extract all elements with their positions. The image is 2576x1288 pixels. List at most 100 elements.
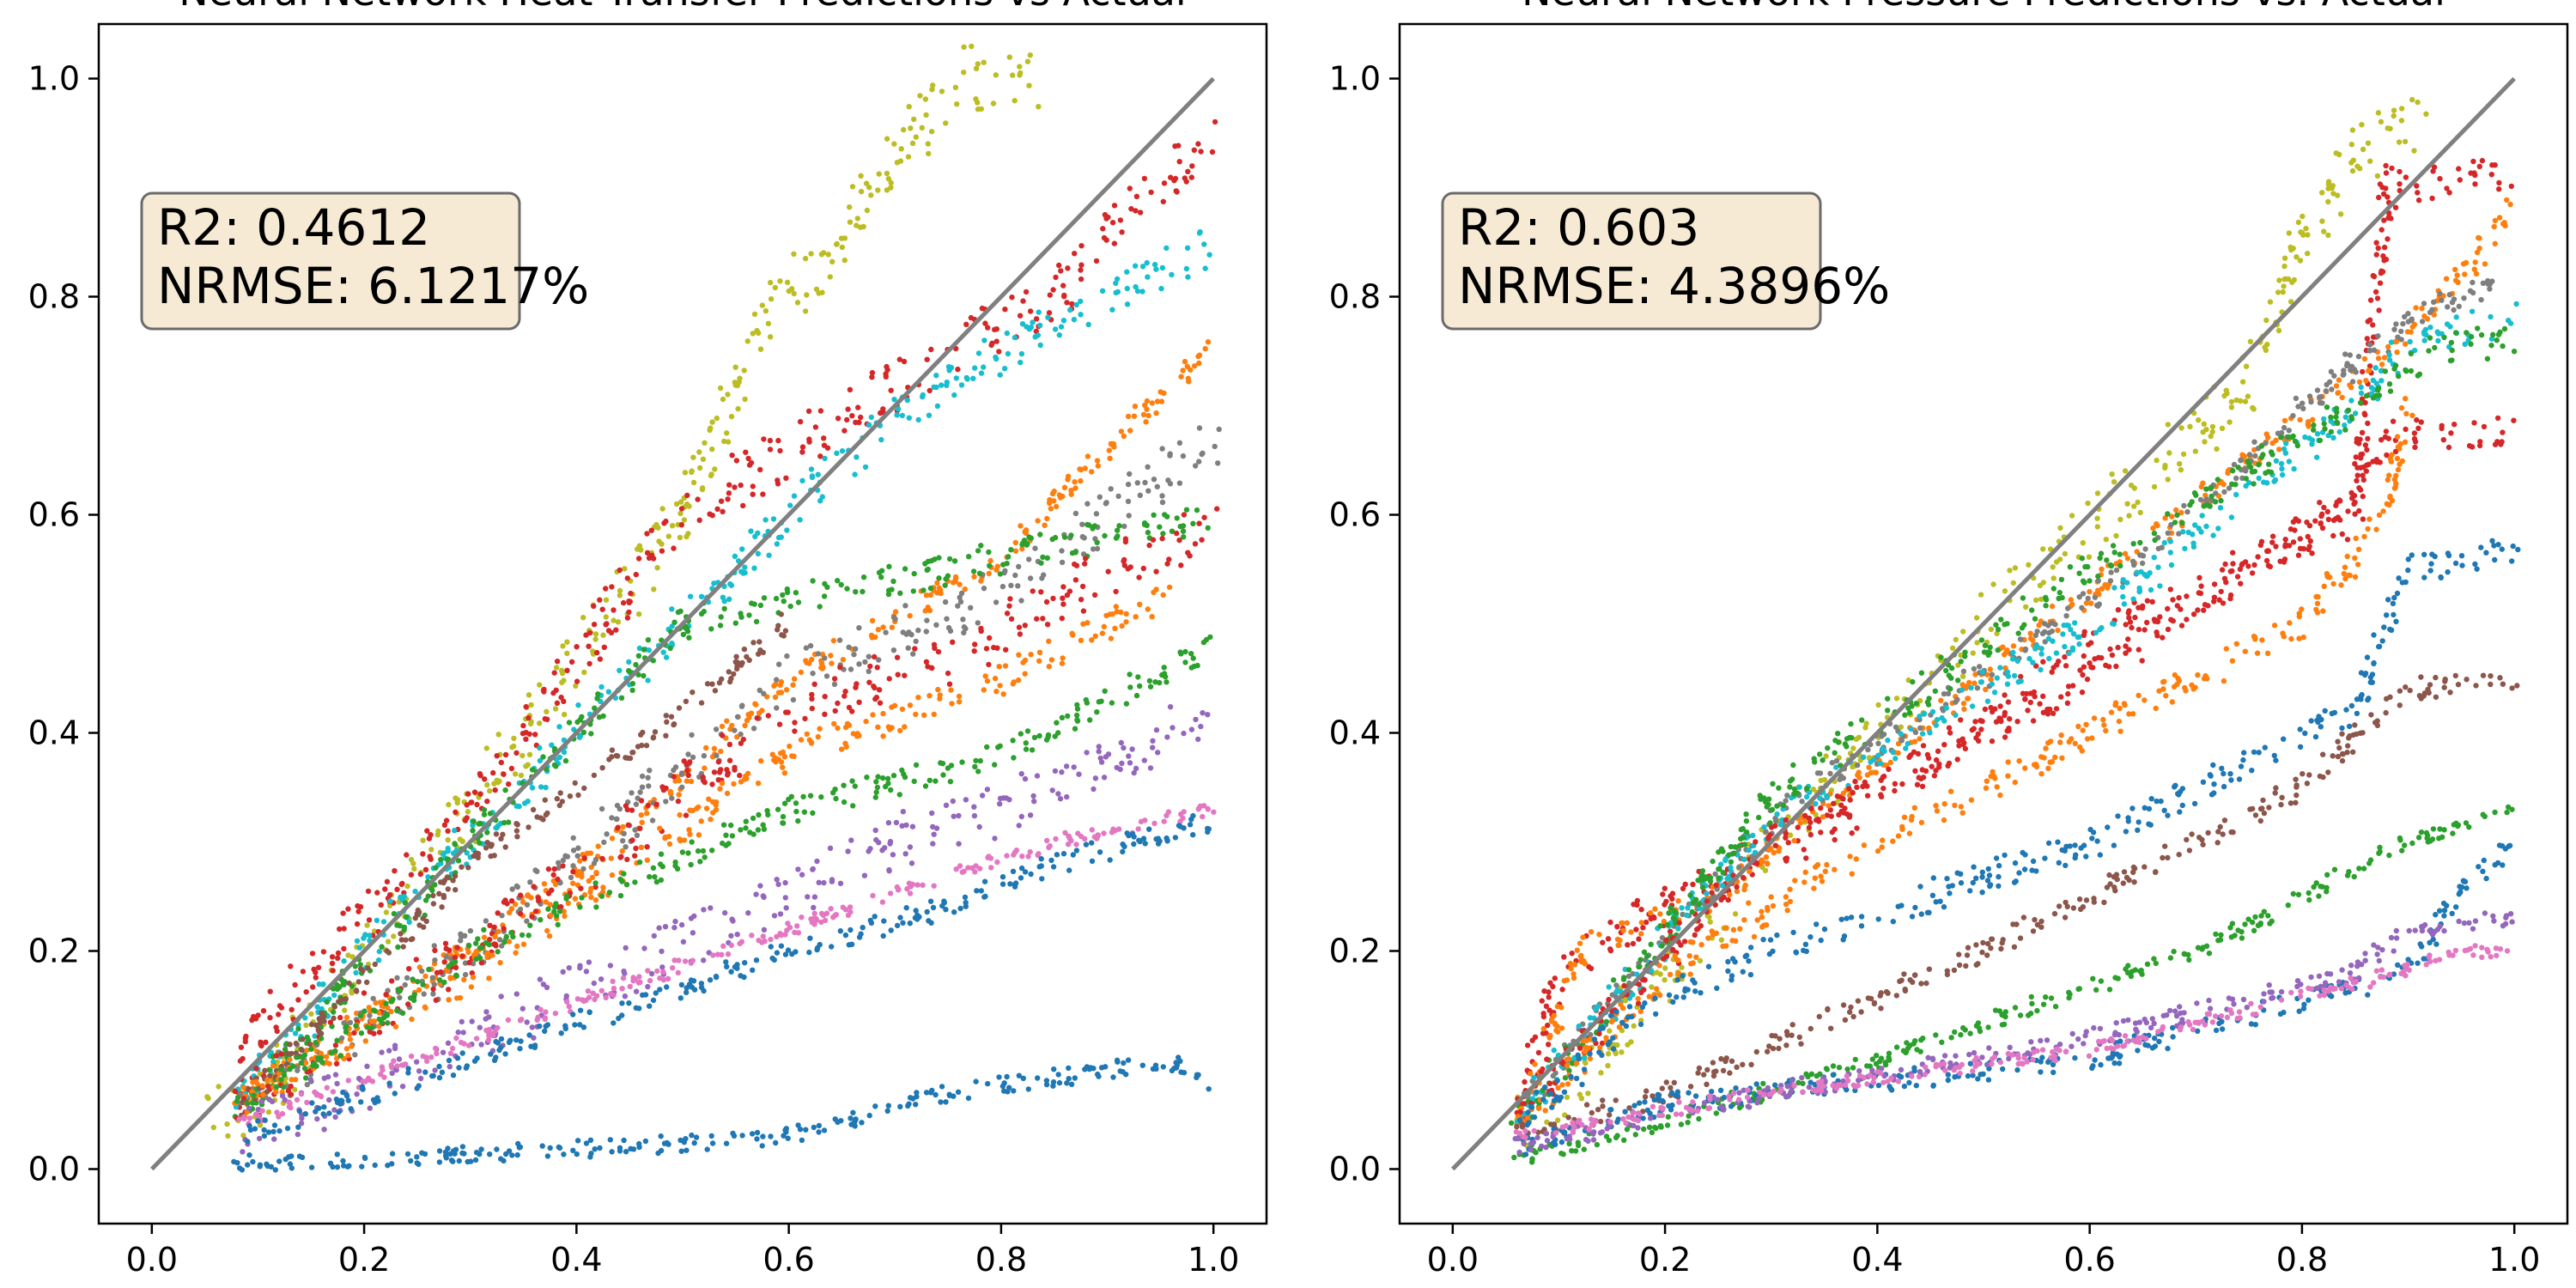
data-point	[1002, 366, 1008, 372]
data-point	[1209, 149, 1216, 155]
data-point	[545, 890, 552, 896]
data-point	[376, 1030, 383, 1036]
data-point	[924, 356, 930, 362]
data-point	[979, 793, 986, 799]
data-point	[645, 775, 651, 781]
data-point	[1159, 671, 1165, 678]
data-point	[575, 869, 582, 875]
data-point	[1059, 615, 1066, 622]
data-point	[2374, 173, 2381, 179]
data-point	[988, 865, 994, 871]
data-point	[556, 802, 562, 809]
data-point	[791, 290, 797, 297]
data-point	[1207, 634, 1213, 641]
data-point	[1052, 733, 1058, 739]
data-point	[1082, 556, 1089, 562]
data-point	[1099, 288, 1106, 294]
data-point	[1580, 959, 1586, 965]
data-point	[834, 450, 840, 456]
data-point	[795, 1122, 801, 1128]
data-point	[1050, 595, 1056, 602]
data-point	[633, 845, 639, 852]
data-point	[635, 546, 641, 552]
data-point	[349, 990, 355, 996]
data-point	[2330, 191, 2336, 197]
data-point	[467, 927, 474, 934]
data-point	[542, 1016, 548, 1023]
data-point	[591, 603, 597, 610]
data-point	[822, 694, 828, 700]
data-point	[2162, 465, 2168, 471]
data-point	[450, 878, 456, 884]
data-point	[1624, 920, 1631, 927]
data-point	[432, 947, 438, 954]
x-tick-label: 0.6	[762, 1241, 814, 1279]
data-point	[891, 141, 897, 147]
data-point	[1035, 332, 1042, 338]
data-point	[908, 125, 914, 131]
data-point	[1544, 1119, 1550, 1126]
data-point	[1038, 560, 1044, 566]
data-point	[508, 898, 515, 904]
data-point	[696, 449, 702, 455]
data-point	[1043, 598, 1050, 605]
data-point	[753, 702, 759, 708]
data-point	[899, 706, 906, 713]
data-point	[420, 851, 426, 857]
data-point	[1613, 982, 1619, 988]
data-point	[1101, 775, 1108, 781]
data-point	[586, 660, 592, 667]
data-point	[246, 1152, 252, 1158]
data-point	[246, 1123, 252, 1129]
data-point	[927, 607, 933, 614]
data-point	[738, 731, 744, 738]
data-point	[1010, 868, 1017, 874]
data-point	[341, 945, 347, 952]
data-point	[892, 609, 899, 615]
data-point	[2462, 271, 2468, 277]
data-point	[2056, 659, 2062, 665]
data-point	[483, 1016, 489, 1022]
data-point	[1144, 259, 1150, 266]
data-point	[1797, 820, 1804, 826]
data-point	[379, 1049, 385, 1055]
data-point	[720, 594, 726, 600]
data-point	[660, 787, 667, 793]
data-point	[1133, 283, 1139, 290]
data-point	[629, 807, 635, 813]
data-point	[1929, 763, 1935, 769]
data-point	[774, 933, 780, 940]
data-point	[493, 1038, 499, 1045]
data-point	[913, 711, 919, 718]
data-point	[273, 1053, 280, 1059]
data-point	[1090, 546, 1097, 552]
data-point	[888, 787, 894, 793]
data-point	[926, 412, 933, 418]
data-point	[1137, 838, 1143, 845]
data-point	[1540, 1025, 1547, 1032]
data-point	[828, 653, 834, 659]
data-point	[1850, 745, 1856, 751]
data-point	[1569, 951, 1575, 957]
data-point	[1078, 637, 1084, 643]
data-point	[597, 597, 603, 603]
data-point	[369, 1024, 375, 1031]
data-point	[2373, 252, 2379, 258]
data-point	[858, 931, 864, 937]
data-point	[267, 1072, 273, 1079]
data-point	[775, 806, 781, 812]
data-point	[345, 1078, 351, 1084]
data-point	[1875, 702, 1881, 708]
data-point	[743, 818, 749, 824]
data-point	[1036, 658, 1042, 664]
data-point	[1125, 1057, 1132, 1063]
data-point	[1084, 501, 1091, 507]
data-point	[818, 794, 824, 800]
data-point	[987, 557, 993, 564]
data-point	[446, 997, 452, 1003]
data-point	[626, 598, 632, 605]
data-point	[885, 176, 892, 182]
data-point	[647, 977, 653, 984]
data-point	[278, 1005, 285, 1011]
data-point	[1066, 588, 1073, 594]
